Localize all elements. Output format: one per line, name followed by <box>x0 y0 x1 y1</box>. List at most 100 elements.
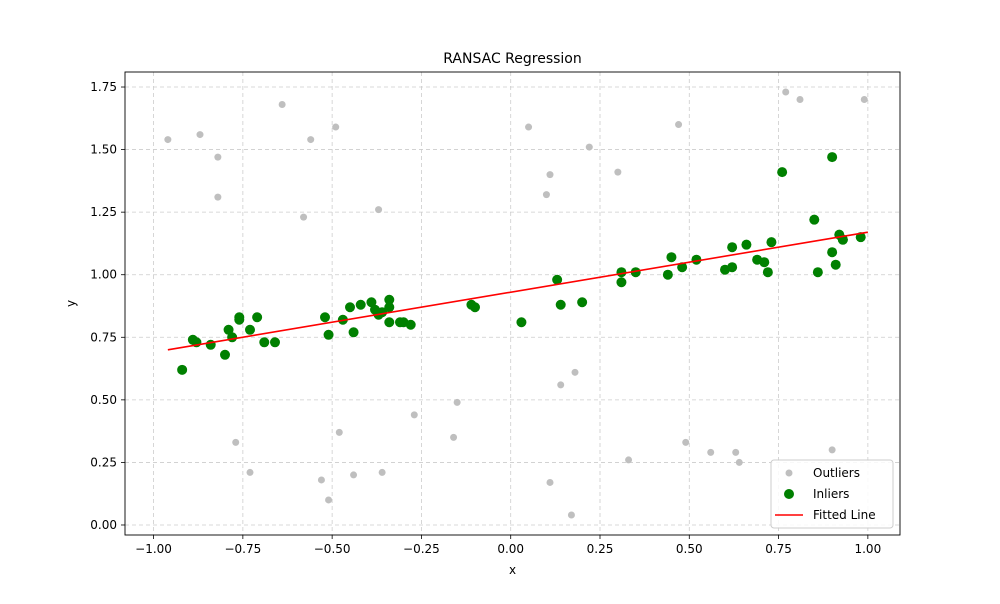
x-tick-label: −0.75 <box>224 542 261 556</box>
legend-box <box>770 459 894 529</box>
x-tick-label: −0.25 <box>403 542 440 556</box>
fitted-line <box>167 231 868 351</box>
inlier-point <box>245 324 255 335</box>
outlier-point <box>350 471 358 479</box>
inlier-point <box>384 317 395 328</box>
x-tick-label: 0.25 <box>587 542 614 556</box>
outlier-point <box>378 468 386 476</box>
inlier-point <box>830 259 841 270</box>
y-tick-label: 1.25 <box>90 205 117 219</box>
inlier-point <box>252 312 263 323</box>
inlier-point <box>355 299 366 310</box>
outlier-point <box>682 438 690 446</box>
outlier-point <box>732 448 740 456</box>
inlier-point <box>741 239 752 250</box>
inlier-point <box>405 319 416 330</box>
y-tick-label: 0.00 <box>90 518 117 532</box>
legend-label: Inliers <box>813 487 849 501</box>
x-tick-label: 0.50 <box>676 542 703 556</box>
inlier-point <box>366 297 377 308</box>
outlier-point <box>860 96 868 104</box>
y-tick-label: 1.00 <box>90 268 117 282</box>
outlier-point <box>164 136 172 144</box>
inlier-point <box>727 262 738 273</box>
outlier-point <box>557 381 565 389</box>
inlier-point <box>259 337 270 348</box>
inlier-point <box>227 332 238 343</box>
inlier-point <box>555 299 566 310</box>
inlier-point <box>348 327 359 338</box>
outlier-point <box>796 96 804 104</box>
outlier-point <box>214 193 222 201</box>
inlier-point <box>766 237 777 248</box>
outlier-point <box>675 121 683 129</box>
outlier-point <box>196 131 204 139</box>
inlier-point <box>616 277 627 288</box>
legend-label: Outliers <box>813 466 860 480</box>
inlier-point <box>777 167 788 178</box>
outlier-point <box>828 446 836 454</box>
inlier-point <box>812 267 823 278</box>
inlier-point <box>666 252 677 263</box>
x-axis-label: x <box>509 563 516 577</box>
y-tick-label: 1.75 <box>90 80 117 94</box>
inlier-point <box>320 312 330 323</box>
outlier-point <box>525 123 533 131</box>
inlier-point <box>809 214 820 225</box>
y-tick-label: 1.50 <box>90 143 117 157</box>
inlier-point <box>759 257 770 268</box>
outlier-point <box>335 428 343 436</box>
legend-outlier-marker <box>785 469 793 477</box>
outlier-point <box>567 511 575 519</box>
x-tick-label: 1.00 <box>854 542 881 556</box>
inlier-point <box>677 262 688 273</box>
outlier-point <box>375 206 383 214</box>
inlier-point <box>323 329 334 340</box>
inlier-point <box>762 267 773 278</box>
outlier-point <box>546 171 554 179</box>
outlier-point <box>542 191 550 199</box>
outlier-point <box>214 153 222 161</box>
outlier-point <box>625 456 633 464</box>
legend-label: Fitted Line <box>813 508 876 522</box>
x-tick-label: −1.00 <box>135 542 172 556</box>
outlier-point <box>300 213 308 221</box>
inlier-point <box>384 302 395 313</box>
y-tick-label: 0.25 <box>90 455 117 469</box>
inlier-point <box>270 337 280 348</box>
outlier-point <box>585 143 593 151</box>
inlier-point <box>662 269 673 280</box>
x-tick-label: 0.00 <box>497 542 524 556</box>
inlier-point <box>223 324 234 335</box>
outlier-point <box>546 478 554 486</box>
plot-area <box>125 72 900 535</box>
outlier-point <box>614 168 622 176</box>
y-axis-label: y <box>64 300 78 307</box>
outlier-point <box>232 438 240 446</box>
inlier-point <box>827 247 838 258</box>
x-tick-label: −0.50 <box>314 542 351 556</box>
outlier-point <box>332 123 340 131</box>
outlier-point <box>453 398 461 406</box>
outlier-point <box>325 496 333 504</box>
outlier-point <box>307 136 315 144</box>
inlier-point <box>727 242 738 253</box>
outlier-point <box>317 476 325 484</box>
inlier-point <box>234 314 245 325</box>
x-tick-label: 0.75 <box>765 542 792 556</box>
inlier-point <box>345 302 355 313</box>
inlier-point <box>630 267 641 278</box>
outlier-point <box>278 101 286 109</box>
legend-inlier-marker <box>784 489 794 499</box>
y-tick-label: 0.50 <box>90 393 117 407</box>
inlier-point <box>855 232 866 243</box>
inlier-point <box>827 152 838 163</box>
outlier-point <box>571 368 579 376</box>
outlier-point <box>246 468 254 476</box>
inlier-point <box>552 274 563 285</box>
outlier-point <box>450 433 458 441</box>
outlier-point <box>735 458 743 466</box>
y-tick-label: 0.75 <box>90 330 117 344</box>
